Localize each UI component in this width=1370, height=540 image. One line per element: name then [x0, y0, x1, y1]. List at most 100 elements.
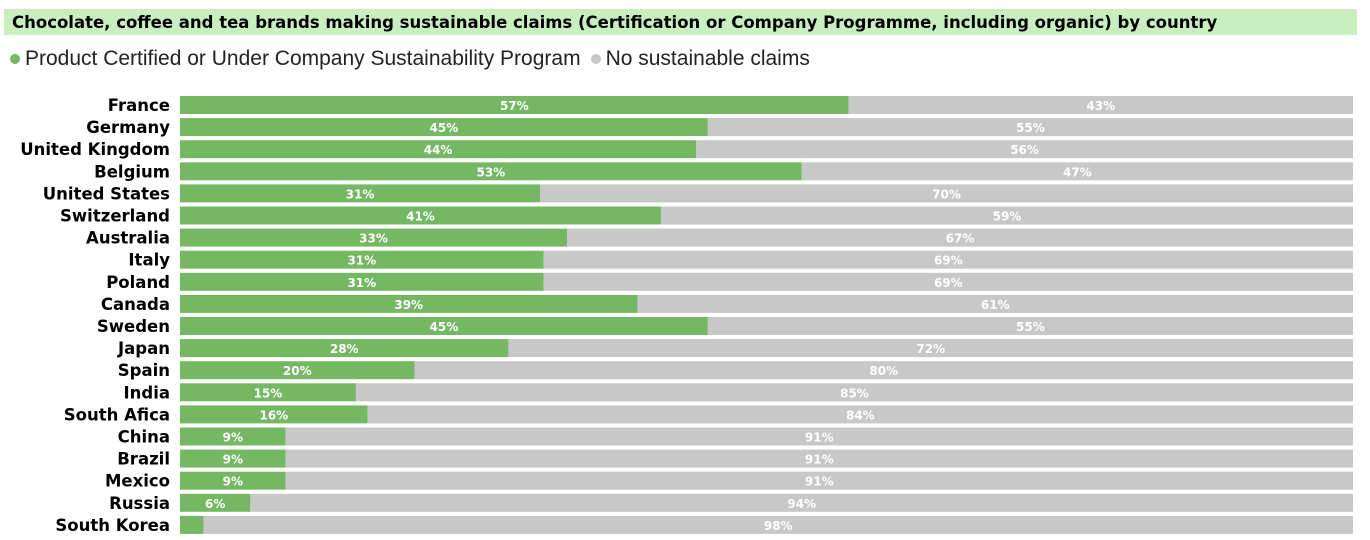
- bar-segment-no-claims-india: [355, 383, 1353, 402]
- bar-segment-certified-sweden: [180, 317, 708, 335]
- data-label-no-claims-mexico: 91%: [805, 475, 834, 489]
- data-label-certified-belgium: 53%: [476, 165, 505, 179]
- bar-segment-no-claims-france: [848, 96, 1353, 114]
- bar-segment-certified-united-states: [180, 184, 541, 203]
- data-label-certified-united-kingdom: 44%: [424, 143, 453, 157]
- bar-segment-certified-china: [180, 427, 286, 446]
- bar-row-germany: Germany 45% 55%: [86, 118, 1353, 137]
- bar-segment-certified-italy: [180, 250, 544, 269]
- bar-row-japan: Japan 28% 72%: [117, 339, 1353, 358]
- category-label: Sweden: [97, 317, 170, 336]
- data-label-no-claims-united-states: 70%: [932, 187, 961, 201]
- bar-row-sweden: Sweden 45% 55%: [97, 317, 1353, 336]
- legend-label-no-claims: No sustainable claims: [605, 47, 810, 70]
- legend-label-certified: Product Certified or Under Company Susta…: [25, 47, 581, 70]
- category-label: China: [118, 428, 170, 447]
- data-label-certified-australia: 33%: [359, 232, 388, 246]
- bar-segment-certified-belgium: [180, 162, 802, 181]
- bar-segment-no-claims-canada: [637, 294, 1353, 313]
- data-label-certified-brazil: 9%: [223, 453, 243, 467]
- bar-row-china: China 9% 91%: [118, 427, 1353, 447]
- data-label-no-claims-poland: 69%: [934, 276, 963, 290]
- data-label-certified-france: 57%: [500, 99, 529, 113]
- data-label-certified-south-afica: 16%: [259, 408, 288, 422]
- bar-segment-no-claims-united-kingdom: [696, 140, 1353, 159]
- bar-segment-certified-united-kingdom: [180, 140, 697, 159]
- bar-segment-certified-canada: [180, 294, 638, 313]
- bar-segment-certified-russia: [180, 493, 251, 512]
- category-label: Belgium: [94, 162, 170, 181]
- category-label: Brazil: [117, 450, 170, 469]
- legend-swatch-certified: [10, 54, 20, 64]
- data-label-no-claims-united-kingdom: 56%: [1010, 143, 1039, 157]
- data-label-certified-russia: 6%: [205, 497, 225, 511]
- bar-segment-no-claims-mexico: [285, 471, 1353, 490]
- category-label: Spain: [118, 361, 170, 380]
- bar-segment-no-claims-brazil: [285, 449, 1353, 468]
- data-label-no-claims-brazil: 91%: [805, 453, 834, 467]
- data-label-certified-united-states: 31%: [346, 187, 375, 201]
- bar-segment-no-claims-australia: [567, 228, 1353, 247]
- data-label-certified-canada: 39%: [394, 298, 423, 312]
- category-label: Japan: [117, 339, 170, 358]
- data-label-no-claims-india: 85%: [840, 386, 869, 400]
- category-label: South Afica: [64, 405, 170, 424]
- category-label: United States: [43, 184, 170, 203]
- bar-segment-certified-france: [180, 96, 849, 114]
- bar-segment-certified-spain: [180, 361, 415, 380]
- category-label: Australia: [86, 229, 170, 248]
- category-label: Germany: [86, 118, 170, 137]
- bar-segment-certified-germany: [180, 118, 708, 137]
- data-label-no-claims-australia: 67%: [946, 232, 975, 246]
- bar-row-united-states: United States 31% 70%: [43, 184, 1353, 203]
- bar-row-australia: Australia 33% 67%: [86, 228, 1353, 248]
- data-label-no-claims-south-korea: 98%: [764, 519, 793, 533]
- data-label-certified-china: 9%: [223, 431, 243, 445]
- bar-segment-certified-australia: [180, 228, 568, 247]
- data-label-no-claims-spain: 80%: [869, 364, 898, 378]
- bar-segment-no-claims-belgium: [801, 162, 1353, 181]
- bar-segment-certified-brazil: [180, 449, 286, 468]
- bar-segment-no-claims-japan: [508, 339, 1353, 358]
- bar-row-south-afica: South Afica 16% 84%: [64, 405, 1353, 424]
- bar-segment-no-claims-united-states: [540, 184, 1353, 203]
- bar-row-switzerland: Switzerland 41% 59%: [60, 206, 1353, 226]
- bar-row-united-kingdom: United Kingdom 44% 56%: [20, 140, 1353, 159]
- data-label-no-claims-belgium: 47%: [1063, 165, 1092, 179]
- data-label-certified-germany: 45%: [430, 121, 459, 135]
- bar-segment-certified-switzerland: [180, 206, 661, 225]
- category-label: Poland: [106, 273, 170, 292]
- bar-row-india: India 15% 85%: [124, 383, 1353, 402]
- bar-row-poland: Poland 31% 69%: [106, 272, 1353, 292]
- data-label-certified-switzerland: 41%: [406, 210, 435, 224]
- data-label-no-claims-italy: 69%: [934, 254, 963, 268]
- bar-row-belgium: Belgium 53% 47%: [94, 162, 1353, 181]
- bar-segment-no-claims-poland: [543, 272, 1353, 291]
- data-label-no-claims-south-afica: 84%: [846, 408, 875, 422]
- data-label-no-claims-france: 43%: [1086, 99, 1115, 113]
- category-label: India: [124, 383, 171, 402]
- category-label: Russia: [109, 494, 170, 513]
- bar-segment-certified-mexico: [180, 471, 286, 490]
- data-label-certified-india: 15%: [254, 386, 283, 400]
- bar-row-brazil: Brazil 9% 91%: [117, 449, 1353, 469]
- chart-title: Chocolate, coffee and tea brands making …: [12, 12, 1218, 32]
- category-label: South Korea: [55, 516, 170, 535]
- bar-row-italy: Italy 31% 69%: [128, 250, 1353, 270]
- data-label-certified-spain: 20%: [283, 364, 312, 378]
- bar-row-south-korea: South Korea 98%: [55, 515, 1354, 535]
- bar-row-france: France 57% 43%: [108, 96, 1353, 115]
- legend-item-certified: Product Certified or Under Company Susta…: [10, 47, 581, 71]
- legend-swatch-no-claims: [590, 54, 601, 64]
- bar-segment-certified-india: [180, 383, 356, 402]
- bar-segment-certified-japan: [180, 339, 509, 358]
- data-label-no-claims-switzerland: 59%: [993, 210, 1022, 224]
- bar-segment-no-claims-china: [285, 427, 1353, 446]
- data-label-no-claims-japan: 72%: [916, 342, 945, 356]
- bar-segment-certified-poland: [180, 272, 544, 291]
- data-label-certified-japan: 28%: [330, 342, 359, 356]
- bar-segment-certified-south-afica: [180, 405, 368, 424]
- legend-item-no-claims: No sustainable claims: [590, 47, 810, 71]
- bar-segment-no-claims-switzerland: [660, 206, 1353, 225]
